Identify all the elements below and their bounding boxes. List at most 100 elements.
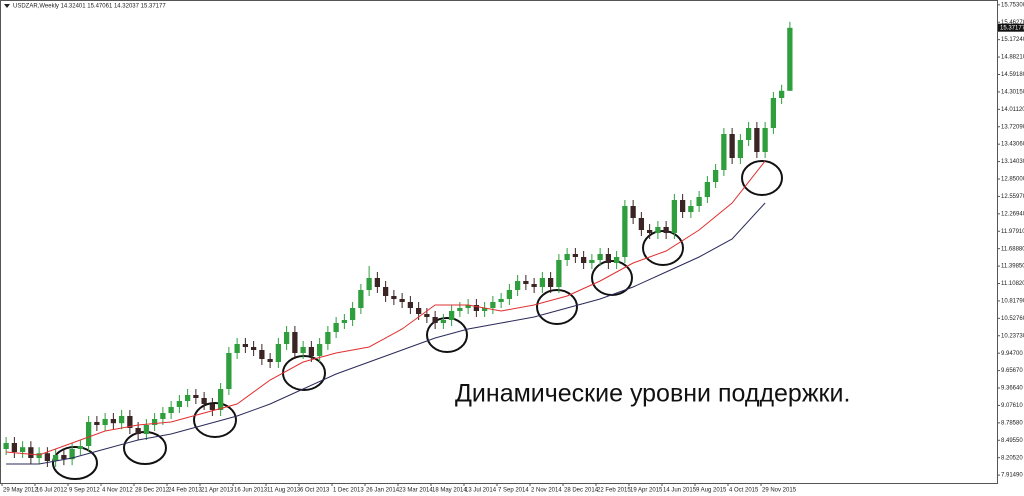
candle-body bbox=[688, 206, 694, 212]
candle-body bbox=[531, 284, 537, 287]
menu-arrow bbox=[4, 4, 10, 8]
candle-body bbox=[424, 314, 430, 317]
y-tick-label: 12.26940 bbox=[1001, 211, 1024, 217]
candle-body bbox=[168, 407, 174, 413]
candle-body bbox=[778, 90, 785, 98]
candle-body bbox=[11, 443, 18, 452]
candle-body bbox=[448, 311, 455, 320]
candle-body bbox=[267, 359, 273, 362]
x-tick-label: 16 Jul 2012 bbox=[36, 488, 68, 494]
x-tick-label: 29 Nov 2015 bbox=[762, 488, 797, 494]
annotation: Динамические уровни поддержки. bbox=[455, 380, 850, 408]
x-tick-label: 23 Mar 2014 bbox=[399, 488, 433, 494]
x-tick-label: 16 Jun 2013 bbox=[234, 488, 268, 494]
candle-body bbox=[457, 308, 463, 311]
y-tick-label: 13.14030 bbox=[1001, 159, 1024, 165]
x-tick-label: 7 Sep 2014 bbox=[498, 488, 529, 494]
candle-body bbox=[663, 227, 669, 233]
plot-frame bbox=[0, 0, 998, 484]
candle-body bbox=[325, 332, 331, 344]
candle-body bbox=[28, 447, 34, 458]
candle-body bbox=[597, 254, 603, 260]
candle-body bbox=[737, 140, 744, 158]
candle-body bbox=[556, 260, 562, 287]
candle-body bbox=[242, 344, 249, 347]
candle-body bbox=[638, 218, 645, 230]
candle-body bbox=[481, 308, 488, 311]
candle-body bbox=[184, 395, 191, 401]
candle-body bbox=[696, 197, 702, 206]
candle-body bbox=[160, 413, 166, 419]
candle-body bbox=[250, 347, 257, 350]
moving-average bbox=[6, 202, 766, 465]
y-tick-label: 8.20520 bbox=[1001, 455, 1023, 461]
candle-body bbox=[176, 401, 183, 407]
y-tick-label: 15.17240 bbox=[1001, 37, 1024, 43]
candle-body bbox=[514, 281, 521, 290]
candle-body bbox=[432, 317, 438, 323]
y-tick-label: 11.39850 bbox=[1001, 264, 1024, 270]
candle-body bbox=[19, 447, 26, 452]
candle-body bbox=[440, 320, 447, 323]
candle-body bbox=[52, 455, 59, 461]
candle-body bbox=[729, 134, 735, 158]
x-tick-label: 29 May 2012 bbox=[3, 488, 38, 494]
candle-body bbox=[94, 422, 100, 425]
y-tick-label: 10.81790 bbox=[1001, 299, 1024, 305]
y-tick-label: 9.07610 bbox=[1001, 403, 1023, 409]
moving-average bbox=[6, 160, 766, 456]
y-tick-label: 12.85000 bbox=[1001, 177, 1024, 183]
candle-body bbox=[77, 446, 84, 449]
candle-body bbox=[391, 296, 397, 299]
candle-body bbox=[110, 419, 117, 424]
candle-body bbox=[209, 404, 216, 410]
candle-body bbox=[605, 254, 612, 263]
x-tick-label: 28 Dec 2012 bbox=[135, 488, 170, 494]
candle-body bbox=[316, 344, 323, 356]
candle-body bbox=[622, 206, 628, 257]
candle-body bbox=[547, 278, 554, 287]
x-tick-label: 22 Feb 2015 bbox=[597, 488, 631, 494]
candle-body bbox=[358, 290, 364, 308]
candle-body bbox=[226, 353, 232, 389]
x-tick-label: 9 Sep 2012 bbox=[69, 488, 100, 494]
circle bbox=[426, 317, 468, 353]
candle-body bbox=[572, 254, 579, 257]
candle-body bbox=[61, 455, 67, 460]
x-tick-label: 4 Nov 2012 bbox=[102, 488, 133, 494]
price-tag bbox=[998, 23, 1024, 32]
candle-body bbox=[36, 453, 42, 458]
candle-body bbox=[349, 308, 356, 320]
candle-body bbox=[745, 128, 752, 140]
x-tick-label: 11 Aug 2013 bbox=[267, 488, 301, 494]
candle-body bbox=[473, 305, 480, 311]
candle-body bbox=[671, 200, 678, 233]
candle-body bbox=[630, 206, 636, 218]
y-tick-label: 9.36640 bbox=[1001, 386, 1023, 392]
candle-body bbox=[465, 305, 471, 308]
candle-body bbox=[770, 98, 777, 128]
y-tick-label: 11.97910 bbox=[1001, 229, 1024, 235]
candle-body bbox=[102, 419, 108, 425]
candle-body bbox=[490, 302, 496, 308]
candle-body bbox=[143, 425, 150, 434]
candle-body bbox=[135, 428, 141, 434]
candle-body bbox=[201, 398, 207, 404]
x-tick-label: 18 May 2014 bbox=[432, 488, 467, 494]
candle-body bbox=[506, 290, 513, 299]
x-tick-label: 4 Oct 2015 bbox=[729, 488, 759, 494]
candle-body bbox=[589, 260, 595, 263]
candle-body bbox=[679, 200, 686, 212]
y-tick-label: 15.75300 bbox=[1001, 2, 1024, 8]
x-tick-label: 19 Apr 2015 bbox=[630, 488, 663, 494]
candle-body bbox=[300, 347, 306, 353]
y-tick-label: 9.94700 bbox=[1001, 351, 1023, 357]
x-tick-label: 14 Jun 2015 bbox=[663, 488, 697, 494]
candle-body bbox=[366, 278, 372, 290]
circle bbox=[642, 230, 684, 266]
x-tick-label: 2 Nov 2014 bbox=[531, 488, 562, 494]
x-tick-label: 21 Apr 2013 bbox=[201, 488, 234, 494]
y-tick-label: 9.65670 bbox=[1001, 368, 1023, 374]
candle-body bbox=[613, 257, 620, 263]
